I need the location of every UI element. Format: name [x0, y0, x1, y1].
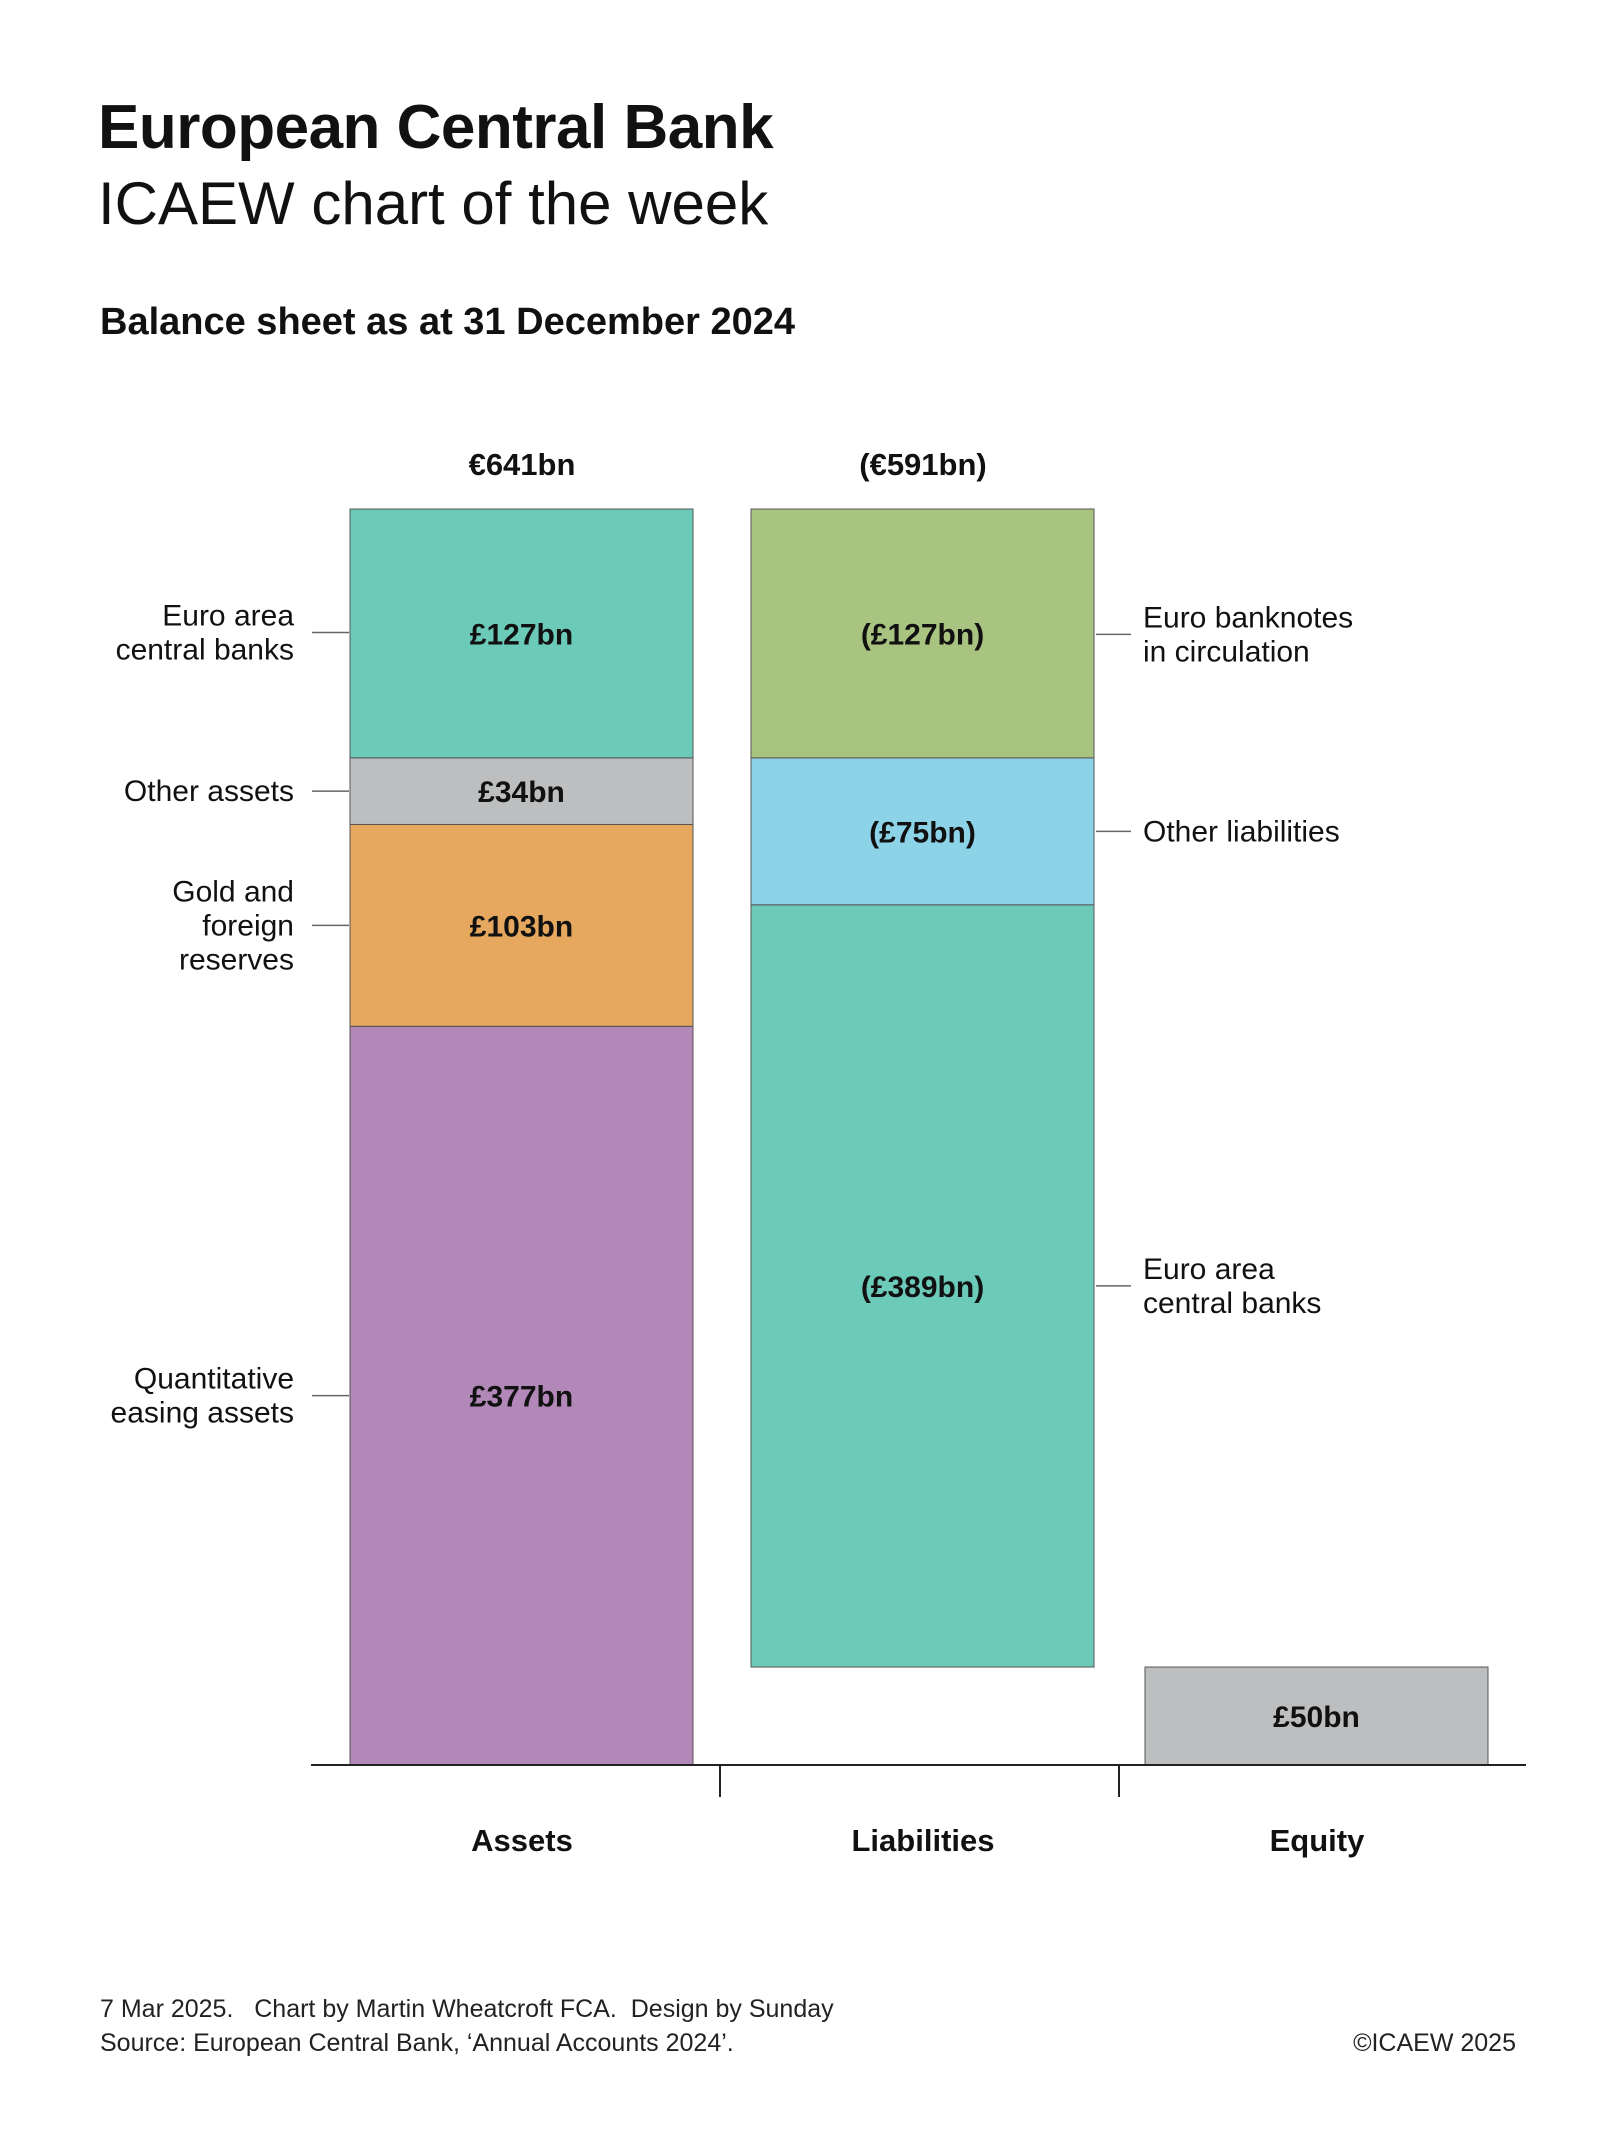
side-label-liabilities-2-line-1: Other liabilities [1143, 815, 1340, 848]
balance-sheet-chart: £377bn £103bn £34bn £127bn (£389bn) (£75bn) (£… [111, 447, 1526, 1858]
side-label-liabilities-3-line-1: Euro area [1143, 1253, 1275, 1286]
category-label-liabilities: Liabilities [852, 1823, 995, 1858]
side-label-assets-4-line-2: easing assets [111, 1397, 294, 1430]
page-subtitle: ICAEW chart of the week [98, 170, 769, 237]
side-label-assets-2-line-1: Other assets [124, 775, 294, 808]
bar-segment-assets-gold-and-foreign-reserves [349, 823, 694, 1027]
footer: 7 Mar 2025. Chart by Martin Wheatcroft F… [100, 1992, 834, 2060]
bar-segment-equity-equity [1144, 1666, 1489, 1766]
segment-label-liabilities-euro-area-central-banks: (£389bn) [861, 1271, 984, 1304]
footer-source: Source: European Central Bank, ‘Annual A… [100, 2029, 734, 2057]
bar-segment-assets-other-assets [349, 757, 694, 825]
side-label-assets-1-line-2: central banks [116, 633, 294, 666]
bar-segment-assets-euro-area-central-banks [349, 508, 694, 759]
side-label-liabilities-1-line-2: in circulation [1143, 635, 1310, 668]
side-label-assets-4-line-1: Quantitative [134, 1363, 294, 1396]
segment-label-assets-euro-area-central-banks: £127bn [470, 618, 573, 651]
side-label-liabilities-1-line-1: Euro banknotes [1143, 601, 1353, 634]
bar-segment-liabilities-other-liabilities [750, 757, 1095, 906]
segment-label-assets-quantitative-easing-assets: £377bn [470, 1381, 573, 1414]
side-label-assets-1-line-1: Euro area [162, 599, 294, 632]
segment-label-equity-equity: £50bn [1273, 1701, 1360, 1734]
segment-label-liabilities-other-liabilities: (£75bn) [869, 816, 976, 849]
segment-label-assets-gold-and-foreign-reserves: £103bn [470, 910, 573, 943]
bar-segment-assets-quantitative-easing-assets [349, 1025, 694, 1766]
category-label-assets: Assets [471, 1823, 573, 1858]
side-label-liabilities-3-line-2: central banks [1143, 1287, 1321, 1320]
side-label-assets-3-line-2: foreign [202, 909, 294, 942]
bar-segment-liabilities-euro-banknotes-in-circulation [750, 508, 1095, 759]
chart-heading: Balance sheet as at 31 December 2024 [100, 301, 795, 343]
footer-credits: 7 Mar 2025. Chart by Martin Wheatcroft F… [100, 1995, 834, 2023]
segment-label-assets-other-assets: £34bn [478, 776, 565, 809]
total-label-liabilities: (€591bn) [859, 447, 986, 482]
side-label-assets-3-line-3: reserves [179, 943, 294, 976]
bar-segment-liabilities-euro-area-central-banks [750, 904, 1095, 1668]
copyright: ©ICAEW 2025 [1353, 2029, 1516, 2057]
page-title: European Central Bank [98, 93, 774, 162]
total-label-assets: €641bn [469, 447, 576, 482]
side-label-assets-3-line-1: Gold and [172, 875, 294, 908]
segment-label-liabilities-euro-banknotes-in-circulation: (£127bn) [861, 618, 984, 651]
category-label-equity: Equity [1270, 1823, 1365, 1858]
